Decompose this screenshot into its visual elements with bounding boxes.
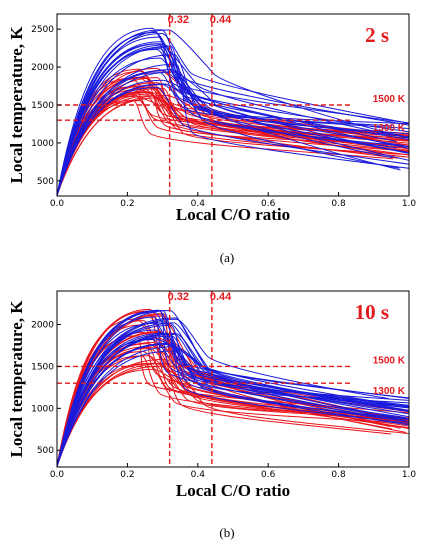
series-line-red-13 (57, 362, 391, 467)
series-line-blue-8 (57, 316, 391, 467)
x-tick-label: 1.0 (402, 470, 417, 480)
x-tick-label: 0.2 (120, 470, 134, 480)
y-axis-label: Local temperature, K (7, 26, 26, 184)
series-line-blue-21 (57, 343, 409, 467)
x-axis-label: Local C/O ratio (176, 205, 290, 224)
x-tick-label: 0.8 (331, 199, 346, 209)
vline-label: 0.44 (210, 291, 232, 303)
hline-label: 1500 K (373, 355, 406, 366)
series-line-blue-26 (57, 317, 409, 467)
series-line-red-26 (57, 313, 409, 467)
series-line-blue-18 (57, 43, 409, 196)
series-line-blue-3 (57, 63, 409, 196)
series-line-blue-16 (57, 29, 409, 196)
series-line-blue-9 (57, 31, 401, 196)
x-tick-label: 0.4 (191, 470, 206, 480)
y-tick-label: 2000 (31, 63, 54, 73)
series-line-blue-9 (57, 309, 409, 467)
series-line-red-16 (57, 308, 409, 467)
x-tick-label: 0.0 (50, 199, 65, 209)
panel-caption: (a) (220, 250, 234, 265)
chart-panel-a: 0.32 0.44 1500 K 1300 K 2 s 0.0 0.2 0.4 0.6 0.8 1.… (7, 13, 417, 265)
y-axis-label: Local temperature, K (7, 300, 26, 458)
series-line-blue-23 (57, 70, 409, 196)
series-line-red-14 (57, 358, 409, 467)
vline-label: 0.44 (210, 14, 232, 26)
series-line-red-23 (57, 87, 405, 196)
panel-caption: (b) (219, 525, 234, 540)
y-tick-label: 1000 (31, 404, 54, 414)
hline-label: 1500 K (373, 94, 406, 105)
series-line-blue-14 (57, 69, 409, 196)
series-line-red-2 (57, 94, 409, 196)
time-label: 2 s (365, 23, 389, 47)
y-tick-label: 1500 (31, 101, 54, 111)
series-line-red-25 (57, 311, 401, 467)
curves-group (57, 27, 409, 196)
x-tick-label: 0.6 (261, 470, 276, 480)
series-line-blue-24 (57, 318, 389, 467)
series-line-blue-25 (57, 335, 409, 467)
x-tick-label: 0.8 (331, 470, 346, 480)
y-tick-label: 2500 (31, 25, 54, 35)
series-line-blue-22 (57, 45, 409, 196)
plot-frame (56, 290, 410, 468)
x-tick-label: 0.2 (120, 199, 134, 209)
y-tick-label: 500 (37, 446, 54, 456)
series-line-red-19 (57, 95, 409, 196)
y-tick-label: 2000 (31, 321, 54, 331)
hline-label: 1300 K (373, 123, 406, 134)
series-line-blue-15 (57, 29, 409, 196)
x-axis-label: Local C/O ratio (176, 481, 290, 500)
series-line-blue-19 (57, 342, 409, 467)
curves-group (57, 308, 409, 467)
vline-label: 0.32 (168, 14, 189, 26)
vline-label: 0.32 (168, 291, 189, 303)
time-label: 10 s (355, 300, 389, 324)
y-tick-label: 1500 (31, 362, 54, 372)
x-tick-label: 0.6 (261, 199, 276, 209)
x-tick-label: 1.0 (402, 199, 417, 209)
series-line-blue-11 (57, 54, 400, 196)
y-tick-label: 1000 (31, 139, 54, 149)
series-line-red-17 (57, 86, 409, 196)
y-tick-label: 500 (37, 177, 54, 187)
chart-panel-b: 0.32 0.44 1500 K 1300 K 10 s 0.0 0.2 0.4 0.6 0.8 1… (7, 290, 417, 540)
x-tick-label: 0.4 (191, 199, 206, 209)
series-line-blue-21 (57, 44, 409, 196)
x-tick-label: 0.0 (50, 470, 65, 480)
series-line-blue-22 (57, 333, 409, 467)
series-line-red-25 (57, 76, 409, 196)
hline-label: 1300 K (373, 386, 406, 397)
